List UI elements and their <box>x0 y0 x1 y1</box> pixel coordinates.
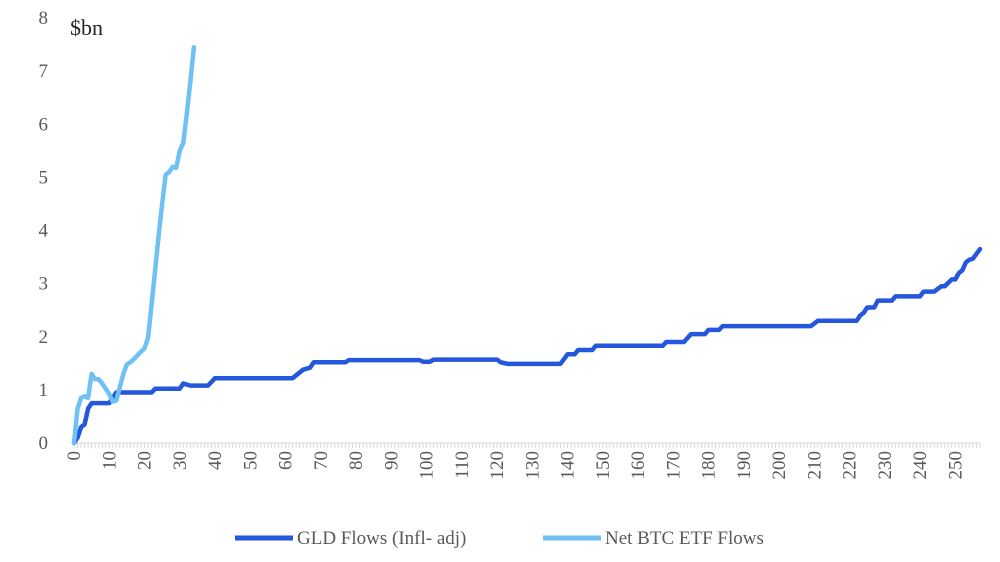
x-tick-label: 100 <box>417 451 438 480</box>
y-tick-label: 7 <box>39 61 49 82</box>
y-tick-label: 8 <box>39 8 49 29</box>
x-tick-label: 130 <box>522 451 543 480</box>
y-axis-ticks: 0 1 2 3 4 5 6 7 8 <box>39 8 49 454</box>
legend: GLD Flows (Infl- adj) Net BTC ETF Flows <box>235 528 764 549</box>
y-tick-label: 4 <box>39 221 49 242</box>
x-tick-label: 30 <box>170 451 191 470</box>
series-line-gld-flows <box>71 246 983 446</box>
x-tick-label: 110 <box>452 451 473 479</box>
x-tick-label: 160 <box>628 451 649 480</box>
series-layer <box>71 44 983 446</box>
x-tick-label: 120 <box>487 451 508 480</box>
y-unit-label: $bn <box>70 15 103 40</box>
y-tick-label: 5 <box>39 167 49 188</box>
x-tick-label: 170 <box>663 451 684 480</box>
legend-label: GLD Flows (Infl- adj) <box>297 528 466 549</box>
x-tick-label: 10 <box>99 451 120 470</box>
x-tick-label: 230 <box>875 451 896 480</box>
x-tick-label: 60 <box>276 451 297 470</box>
x-tick-label: 50 <box>240 451 261 470</box>
series-line-btc-etf-flows <box>71 44 197 446</box>
x-tick-label: 200 <box>769 451 790 480</box>
x-tick-label: 70 <box>311 451 332 470</box>
y-tick-label: 2 <box>39 327 49 348</box>
y-tick-label: 0 <box>39 433 49 454</box>
x-tick-label: 80 <box>346 451 367 470</box>
x-tick-label: 90 <box>381 451 402 470</box>
x-tick-label: 150 <box>593 451 614 480</box>
x-tick-label: 20 <box>135 451 156 470</box>
x-tick-label: 210 <box>804 451 825 480</box>
y-tick-label: 1 <box>39 380 49 401</box>
x-tick-label: 0 <box>64 451 85 461</box>
x-tick-label: 190 <box>734 451 755 480</box>
y-tick-label: 3 <box>39 274 49 295</box>
x-tick-label: 220 <box>840 451 861 480</box>
x-tick-label: 140 <box>558 451 579 480</box>
x-axis: 0 10 20 30 40 50 60 70 80 90 100 110 120 130 140 150 160… <box>64 442 981 480</box>
y-tick-label: 6 <box>39 114 49 135</box>
x-tick-label: 180 <box>699 451 720 480</box>
x-tick-label: 250 <box>945 451 966 480</box>
x-tick-label: 240 <box>910 451 931 480</box>
x-tick-label: 40 <box>205 451 226 470</box>
legend-label: Net BTC ETF Flows <box>605 528 764 549</box>
